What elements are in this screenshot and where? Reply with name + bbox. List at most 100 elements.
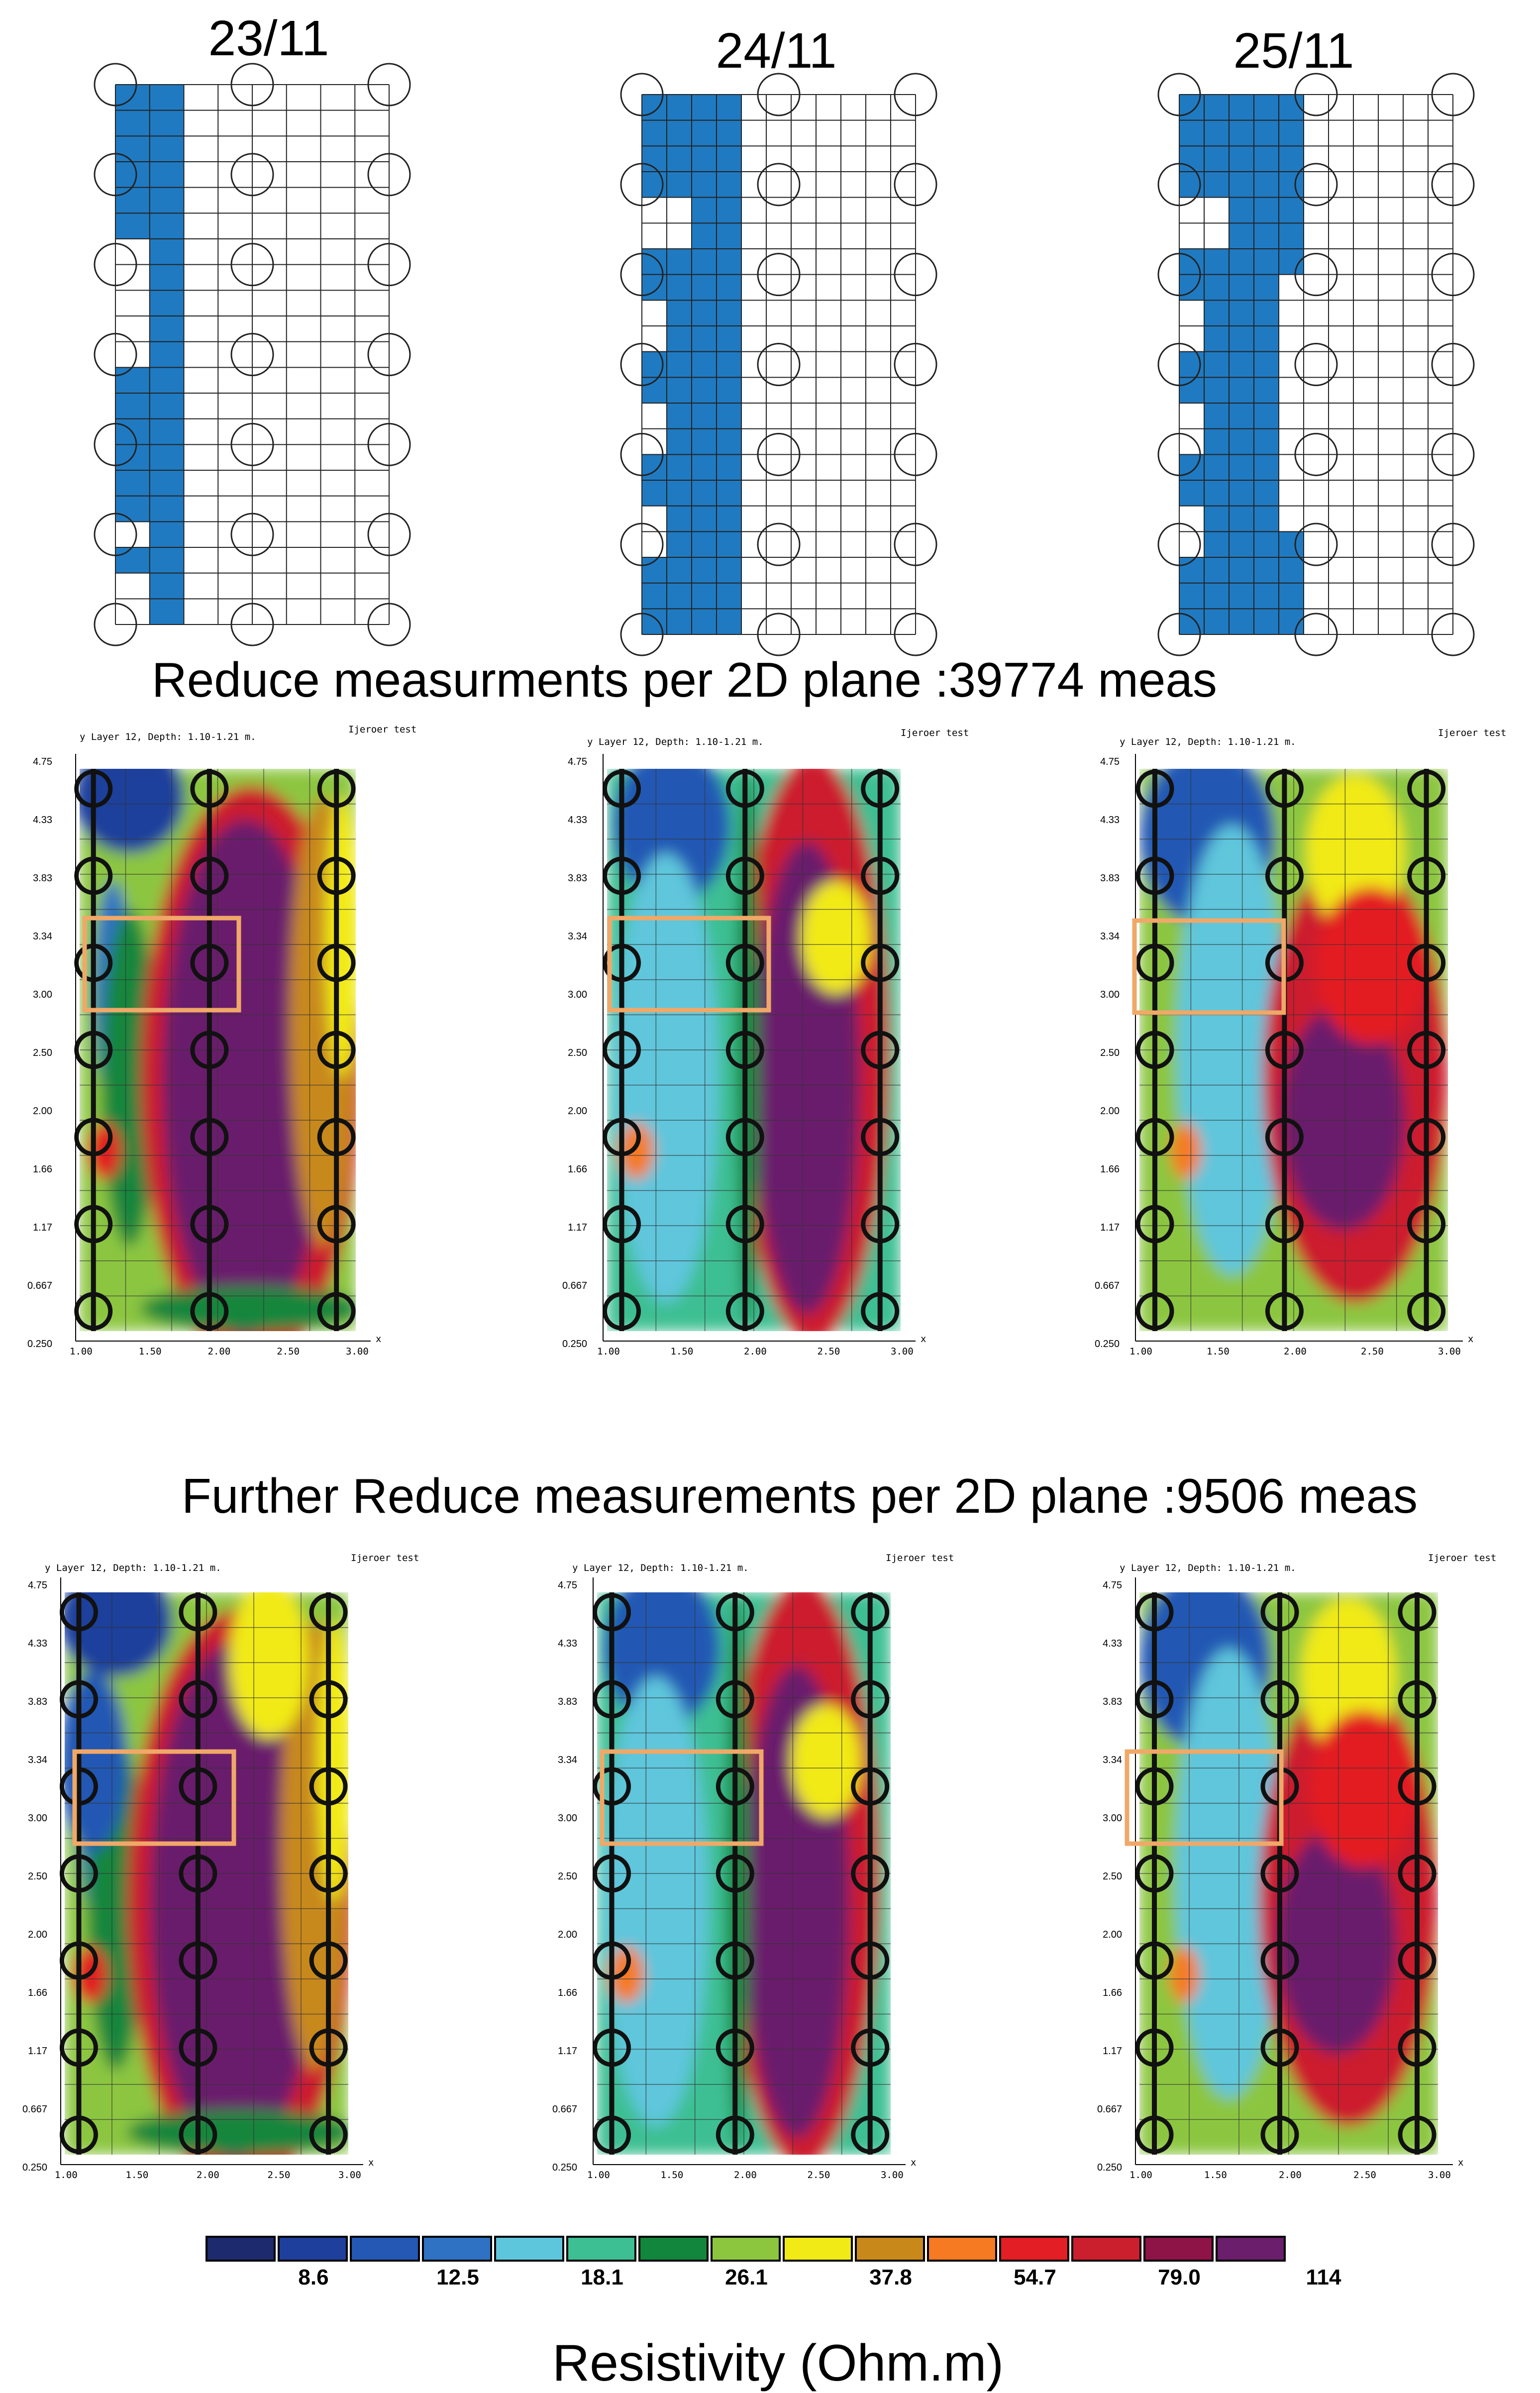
- grid-cell: [115, 470, 150, 497]
- grid-cell: [717, 403, 742, 429]
- resistivity-blob: [603, 1592, 720, 1728]
- y-tick-label: 2.50: [1100, 1047, 1120, 1058]
- grid-cell: [1254, 95, 1279, 121]
- grid-cell: [1254, 454, 1279, 481]
- electrode-circle: [1135, 2115, 1174, 2154]
- grid-cell: [1254, 249, 1279, 275]
- x-tick-label: 3.00: [1428, 2170, 1451, 2181]
- grid-cell: [717, 95, 742, 121]
- electrode-circle: [1135, 1205, 1174, 1244]
- electrode-circle: [1294, 613, 1338, 656]
- resistivity-blob: [80, 769, 185, 853]
- x-tick-label: 1.50: [660, 2170, 684, 2181]
- grid-cell: [1279, 172, 1304, 198]
- x-tick-label: 3.00: [338, 2170, 361, 2181]
- grid-cell: [717, 197, 742, 223]
- map-tag: Ijeroer test: [351, 1553, 419, 1563]
- grid-cell: [115, 136, 150, 162]
- x-tick-label: 1.00: [1129, 1346, 1152, 1357]
- grid-cell: [1204, 557, 1230, 584]
- electrode-circle: [179, 1593, 217, 1632]
- grid-cell: [667, 403, 692, 429]
- y-tick-label: 1.66: [568, 1164, 587, 1175]
- legend-swatch: [278, 2236, 348, 2262]
- date-label-1: 23/11: [208, 10, 329, 66]
- grid-cell: [667, 249, 692, 275]
- electrode-circle: [1398, 1680, 1437, 1719]
- electrode-circle: [1431, 343, 1475, 386]
- grid-cell: [1254, 120, 1279, 146]
- electrode-circle: [1265, 856, 1304, 895]
- electrode-circle: [309, 2028, 348, 2067]
- y-tick-label: 3.34: [1100, 931, 1120, 942]
- grid-cell: [667, 428, 692, 455]
- electrode-circle: [894, 343, 937, 386]
- electrode-circle: [1294, 343, 1338, 386]
- map-body: [1139, 1592, 1438, 2155]
- grid-cell: [115, 213, 150, 239]
- grid-cell: [1229, 249, 1254, 275]
- y-tick-label: 4.75: [568, 756, 587, 767]
- electrode-circle: [309, 1941, 348, 1980]
- grid-cell: [667, 531, 692, 558]
- x-tick-label: 2.50: [277, 1346, 300, 1357]
- electrode-circle: [757, 613, 801, 656]
- electrode-circle: [851, 1593, 890, 1632]
- legend-color-scale: [205, 2236, 1286, 2262]
- electrode-circle: [716, 2028, 754, 2067]
- y-tick-label: 2.50: [568, 1047, 587, 1058]
- grid-cell: [149, 470, 184, 497]
- electrode-circle: [190, 1031, 229, 1069]
- grid-cell: [1229, 351, 1254, 378]
- electrode-circle: [179, 1941, 217, 1980]
- y-tick-label: 3.83: [558, 1696, 577, 1707]
- y-tick-label: 4.75: [33, 756, 52, 767]
- grid-cell: [692, 300, 717, 326]
- legend-swatch: [1216, 2236, 1286, 2262]
- electrode-circle: [1135, 1292, 1174, 1331]
- y-tick-label: 1.17: [1100, 1222, 1120, 1233]
- grid-cell: [692, 454, 717, 481]
- grid-cell: [1204, 146, 1230, 172]
- electrode-circle: [367, 333, 411, 376]
- map-tag: Ijeroer test: [348, 724, 417, 735]
- electrode-circle: [94, 513, 137, 556]
- grid-cell: [667, 300, 692, 326]
- electrode-circle: [367, 153, 411, 197]
- x-tick-label: 1.50: [1204, 2170, 1227, 2181]
- electrode-circle: [1431, 73, 1475, 116]
- electrode-circle: [603, 943, 641, 982]
- electrode-circle: [603, 856, 641, 895]
- electrode-circle: [1398, 1854, 1437, 1893]
- map-body: [597, 1592, 891, 2155]
- electrode-circle: [603, 1205, 641, 1244]
- y-tick-label: 2.00: [28, 1929, 47, 1940]
- electrode-circle: [60, 2115, 98, 2154]
- y-tick-label: 4.33: [568, 815, 587, 826]
- electrode-circle: [60, 2028, 98, 2067]
- grid-cell: [692, 120, 717, 146]
- electrode-circle: [716, 1680, 754, 1719]
- y-tick-label: 4.75: [28, 1580, 47, 1591]
- y-tick-label: 3.83: [33, 873, 52, 884]
- grid-cell: [717, 506, 742, 532]
- electrode-circle: [1431, 253, 1475, 297]
- electrode-circle: [179, 2115, 217, 2154]
- legend-swatch: [783, 2236, 853, 2262]
- grid-cell: [1179, 454, 1205, 481]
- y-tick-label: 1.66: [28, 1987, 47, 1998]
- electrode-circle: [367, 63, 411, 106]
- grid-cell: [149, 85, 184, 111]
- top-grid-3: [1157, 73, 1475, 656]
- grid-cell: [692, 377, 717, 404]
- electrode-circle: [230, 603, 274, 646]
- grid-cell: [1229, 506, 1254, 532]
- electrode-circle: [851, 2115, 890, 2154]
- grid-cell: [692, 249, 717, 275]
- x-tick-label: 1.00: [597, 1346, 620, 1357]
- electrode-circle: [94, 153, 137, 197]
- y-tick-label: 4.33: [1103, 1638, 1122, 1649]
- grid-cell: [1279, 583, 1304, 609]
- x-tick-label: 2.50: [817, 1346, 840, 1357]
- grid-cell: [149, 213, 184, 239]
